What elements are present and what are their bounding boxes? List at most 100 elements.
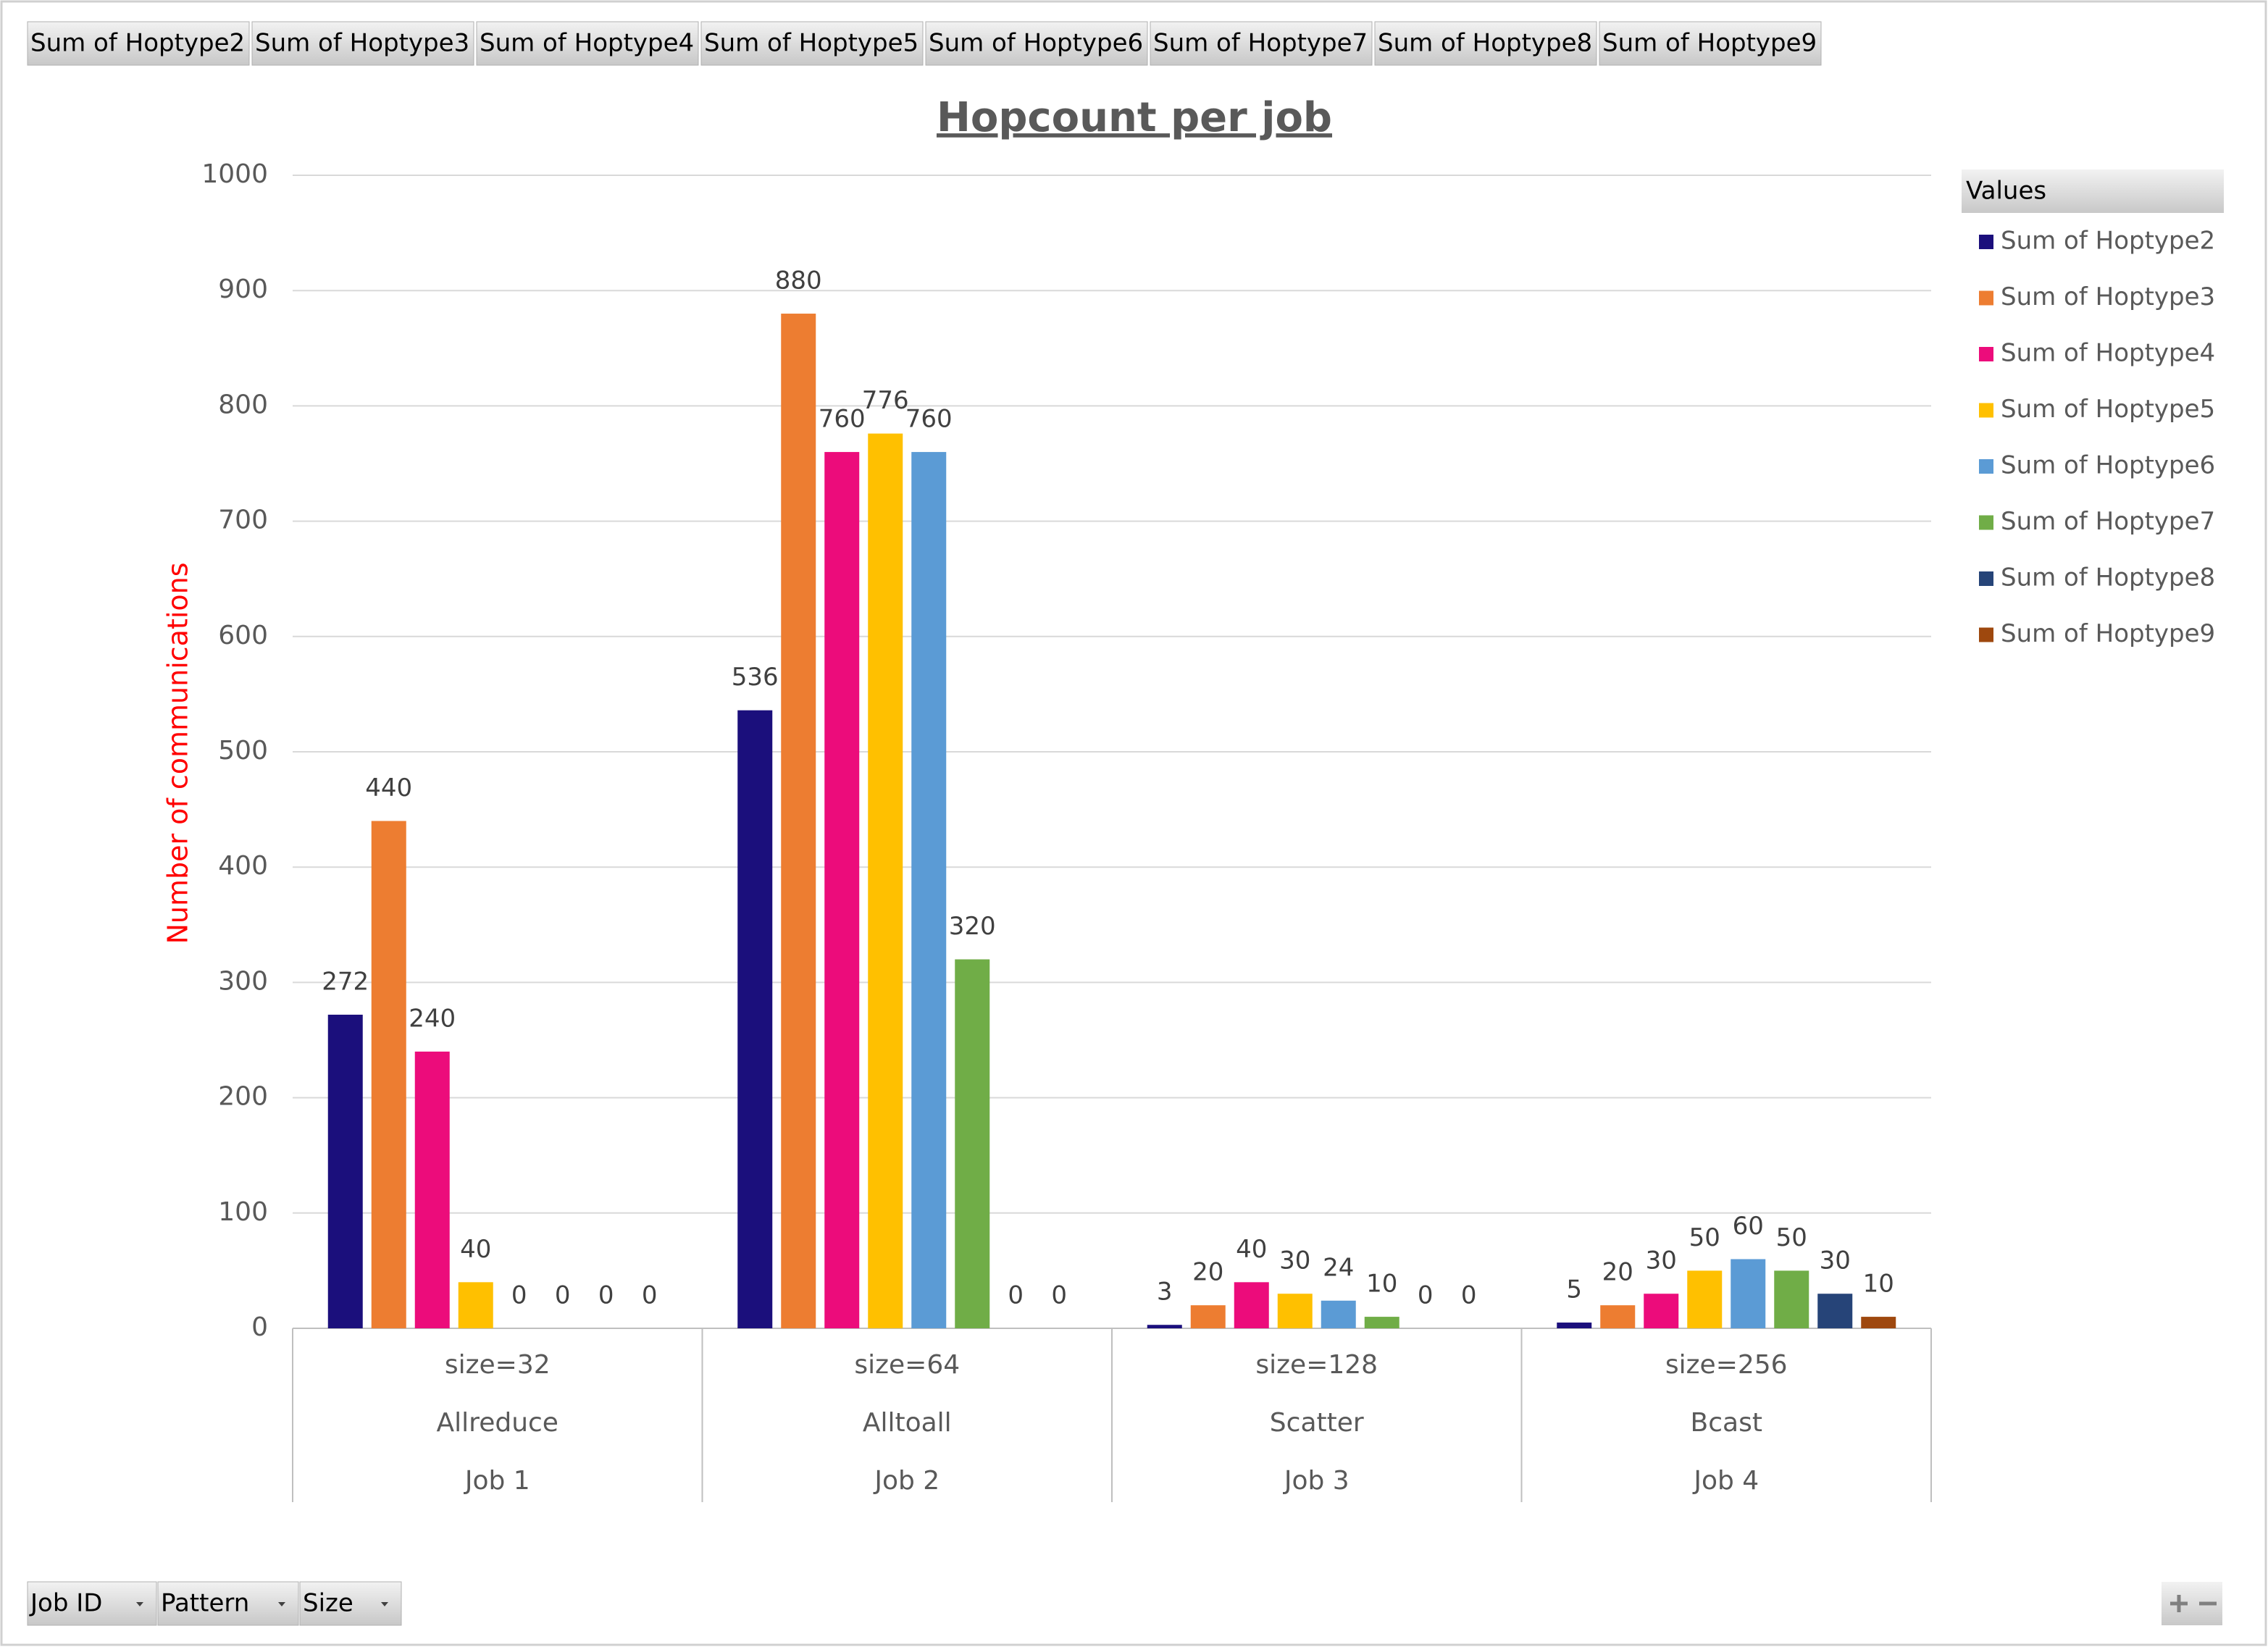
x-tick-label: Job 4 <box>1692 1466 1759 1496</box>
pattern-label: Bcast <box>1691 1408 1762 1438</box>
legend-swatch <box>1979 571 1993 586</box>
row-field-button[interactable] <box>27 1581 157 1626</box>
data-label: 760 <box>819 405 866 434</box>
legend-label: Sum of Hoptype6 <box>2001 451 2215 480</box>
y-tick-label: 900 <box>218 274 268 304</box>
bar <box>1731 1259 1766 1328</box>
data-label: 10 <box>1863 1270 1894 1299</box>
field-button-label: Sum of Hoptype5 <box>704 29 919 58</box>
y-tick-label: 1000 <box>201 159 268 189</box>
data-label: 30 <box>1646 1246 1677 1275</box>
field-button-label: Sum of Hoptype8 <box>1378 29 1592 58</box>
y-tick-label: 400 <box>218 851 268 881</box>
x-tick-label: Job 1 <box>464 1466 530 1496</box>
data-label: 0 <box>1051 1281 1067 1310</box>
legend-label: Sum of Hoptype5 <box>2001 395 2215 424</box>
row-field-button[interactable] <box>157 1581 299 1626</box>
data-label: 40 <box>460 1235 491 1264</box>
y-tick-label: 200 <box>218 1082 268 1112</box>
field-button[interactable] <box>1374 21 1597 66</box>
bar <box>1817 1294 1853 1328</box>
bar <box>1190 1305 1226 1328</box>
data-label: 880 <box>775 267 822 296</box>
data-label: 536 <box>732 663 779 692</box>
bar <box>1364 1317 1399 1328</box>
bar <box>458 1282 493 1328</box>
pattern-label: Allreduce <box>437 1408 558 1438</box>
row-field-label: Size <box>303 1589 353 1618</box>
y-tick-label: 100 <box>218 1197 268 1227</box>
legend-title-box <box>1962 169 2224 213</box>
legend-title: Values <box>1966 177 2046 206</box>
data-label: 440 <box>365 774 412 802</box>
bar <box>868 433 903 1329</box>
data-label: 10 <box>1366 1270 1397 1299</box>
bar <box>737 710 773 1328</box>
pattern-label: Scatter <box>1270 1408 1364 1438</box>
legend-label: Sum of Hoptype7 <box>2001 507 2215 536</box>
field-button-label: Sum of Hoptype6 <box>929 29 1143 58</box>
data-label: 240 <box>409 1004 456 1033</box>
legend-swatch <box>1979 403 1993 418</box>
data-label: 0 <box>511 1281 527 1310</box>
data-label: 60 <box>1733 1212 1764 1241</box>
size-label: size=256 <box>1665 1350 1788 1380</box>
legend-swatch <box>1979 235 1993 249</box>
dropdown-arrow <box>381 1602 388 1606</box>
y-axis-label: Number of communications <box>162 562 194 944</box>
data-label: 50 <box>1776 1223 1807 1252</box>
bar <box>1321 1300 1356 1328</box>
pattern-label: Alltoall <box>863 1408 952 1438</box>
bar <box>1147 1325 1182 1328</box>
bar <box>824 452 860 1328</box>
y-tick-label: 0 <box>251 1312 268 1342</box>
y-tick-label: 600 <box>218 621 268 650</box>
data-label: 20 <box>1192 1258 1223 1287</box>
data-label: 40 <box>1236 1235 1267 1264</box>
data-label: 0 <box>555 1281 571 1310</box>
legend-label: Sum of Hoptype3 <box>2001 282 2215 311</box>
chart-title: Hopcount per job <box>937 94 1332 141</box>
bar <box>911 452 947 1328</box>
data-label: 0 <box>1461 1281 1477 1310</box>
data-label: 20 <box>1602 1258 1633 1287</box>
data-label: 50 <box>1689 1223 1720 1252</box>
data-label: 272 <box>322 967 369 996</box>
bar <box>1600 1305 1636 1328</box>
bar <box>1234 1282 1269 1328</box>
bar <box>1557 1323 1592 1328</box>
dropdown-arrow <box>136 1602 143 1606</box>
data-label: 320 <box>949 912 996 941</box>
field-button[interactable] <box>925 21 1148 66</box>
field-button[interactable] <box>251 21 474 66</box>
field-button[interactable] <box>1599 21 1822 66</box>
legend-label: Sum of Hoptype8 <box>2001 563 2215 592</box>
y-tick-label: 300 <box>218 966 268 996</box>
field-button[interactable] <box>476 21 699 66</box>
size-label: size=64 <box>854 1350 960 1380</box>
plus-minus-icons <box>2170 1595 2217 1612</box>
legend-label: Sum of Hoptype2 <box>2001 227 2215 256</box>
legend-swatch <box>1979 627 1993 642</box>
field-button-label: Sum of Hoptype4 <box>480 29 694 58</box>
field-button[interactable] <box>1150 21 1373 66</box>
bar <box>1774 1270 1809 1328</box>
field-button-label: Sum of Hoptype9 <box>1602 29 1817 58</box>
bar <box>781 314 816 1328</box>
legend-swatch <box>1979 290 1993 306</box>
dropdown-arrow <box>278 1602 285 1606</box>
data-label: 0 <box>642 1281 658 1310</box>
data-label: 30 <box>1820 1246 1851 1275</box>
x-tick-label: Job 2 <box>873 1466 940 1496</box>
legend-label: Sum of Hoptype4 <box>2001 339 2215 368</box>
x-tick-label: Job 3 <box>1283 1466 1349 1496</box>
field-button[interactable] <box>700 21 924 66</box>
bar <box>1277 1294 1313 1328</box>
field-button[interactable] <box>27 21 250 66</box>
y-tick-label: 800 <box>218 390 268 419</box>
row-field-label: Job ID <box>29 1589 102 1618</box>
plus-minus[interactable] <box>2162 1582 2222 1625</box>
bar <box>414 1051 450 1328</box>
data-label: 30 <box>1279 1246 1310 1275</box>
bar <box>371 821 406 1328</box>
